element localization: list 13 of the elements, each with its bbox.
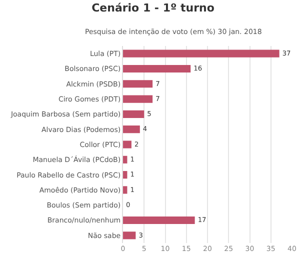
bar <box>123 80 153 88</box>
bar <box>123 186 128 194</box>
bar <box>123 50 280 58</box>
bar <box>123 110 144 118</box>
bar <box>123 140 132 148</box>
bar <box>123 216 195 224</box>
bar <box>123 64 191 73</box>
bar <box>123 232 136 240</box>
bar <box>123 126 140 134</box>
chart-title: Cenário 1 - 1º turno <box>92 2 215 15</box>
bar <box>123 171 128 179</box>
bar <box>123 156 128 164</box>
bar <box>123 95 153 103</box>
